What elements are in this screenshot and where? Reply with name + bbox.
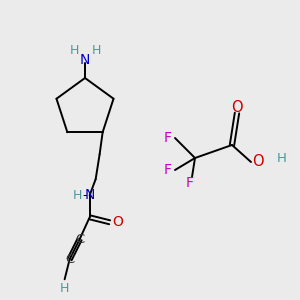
Text: N: N bbox=[80, 53, 90, 67]
Text: N: N bbox=[84, 188, 95, 202]
Text: O: O bbox=[252, 154, 264, 169]
Text: C: C bbox=[65, 253, 74, 266]
Text: F: F bbox=[164, 163, 172, 177]
Text: H: H bbox=[73, 189, 82, 202]
Text: H: H bbox=[91, 44, 101, 58]
Text: -: - bbox=[82, 189, 87, 202]
Text: O: O bbox=[112, 215, 123, 229]
Text: H: H bbox=[277, 152, 287, 164]
Text: O: O bbox=[231, 100, 243, 115]
Text: H: H bbox=[69, 44, 79, 58]
Text: C: C bbox=[75, 233, 84, 246]
Text: H: H bbox=[60, 282, 69, 295]
Text: F: F bbox=[164, 131, 172, 145]
Text: F: F bbox=[186, 176, 194, 190]
